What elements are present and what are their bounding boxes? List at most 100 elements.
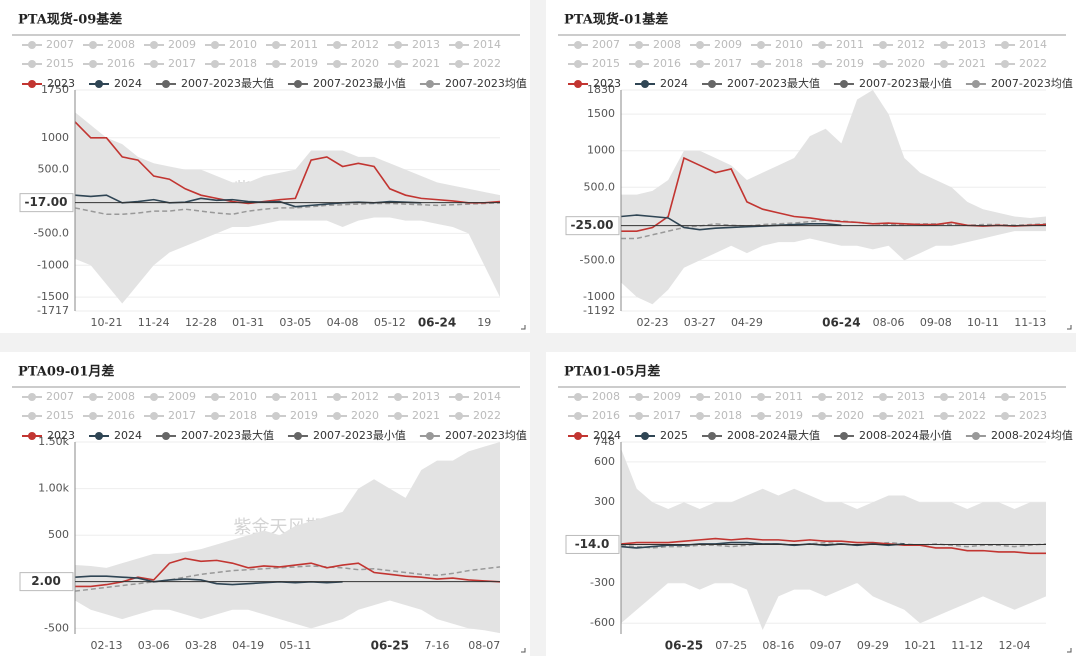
panel: PTA09-01月差 紫金天风期货 1.50k 1.00k 500 -500 2.00 02-… (0, 352, 530, 656)
y-tick-label: 1000 (41, 131, 69, 144)
legend-icon (89, 41, 97, 49)
legend-label: 2007-2023最小值 (313, 429, 406, 442)
x-pointer-label: 06-25 (665, 639, 703, 653)
mean-line (74, 565, 501, 592)
legend-label: 2023 (47, 429, 75, 442)
y-pointer-box (19, 193, 74, 213)
y-tick-label: 300 (594, 495, 615, 508)
y-tick-label: 600 (594, 455, 615, 468)
legend-label: 2011 (836, 38, 864, 51)
panel: PTA现货-09基差紫金天风期货17501000500.0-500.0-1000… (0, 0, 530, 333)
legend-icon (394, 41, 402, 49)
legend-icon (293, 432, 302, 440)
x-tick-label: 10-11 (967, 316, 999, 329)
legend-label: 2021 (958, 57, 986, 70)
y-tick-label: 1000 (587, 144, 615, 157)
legend-label: 2007-2023均值 (445, 429, 527, 442)
legend-label: 2022 (958, 409, 986, 422)
x-pointer-label: 06-25 (371, 639, 409, 653)
legend-icon (333, 41, 341, 49)
legend-label: 2024 (660, 77, 688, 90)
legend-icon (708, 80, 716, 88)
y-tick-label: -500 (44, 621, 69, 634)
legend-label: 2013 (412, 390, 440, 403)
legend-icon (708, 432, 716, 440)
legend-icon (818, 41, 826, 49)
legend-label: 2012 (351, 38, 379, 51)
legend-label: 2016 (653, 57, 681, 70)
x-pointer-label: 06-24 (418, 316, 456, 330)
legend-label: 2008 (107, 38, 135, 51)
legend-icon (150, 393, 158, 401)
legend-icon (696, 412, 704, 420)
legend-label: 2021 (897, 409, 925, 422)
legend-icon (574, 432, 582, 440)
y-tick-label: 1830 (587, 83, 615, 96)
legend-icon (971, 432, 980, 440)
legend-label: 2007-2023最大值 (181, 76, 274, 90)
x-tick-label: 03-28 (185, 639, 217, 652)
legend-label: 2021 (412, 409, 440, 422)
y-tick-label: 1500 (587, 107, 615, 120)
legend-label: 2012 (897, 38, 925, 51)
legend-icon (272, 393, 280, 401)
y-tick-label: 500.0 (584, 180, 616, 193)
legend-label: 2018 (775, 57, 803, 70)
legend-icon (425, 432, 434, 440)
x-tick-label: 12-04 (999, 639, 1031, 652)
legend-label: 2015 (592, 57, 620, 70)
range-area (621, 223, 1046, 305)
legend-label: 2019 (290, 57, 318, 70)
legend-icon (574, 41, 582, 49)
legend-label: 2009 (653, 390, 681, 403)
legend-icon (95, 80, 103, 88)
chart-title: PTA09-01月差 (18, 364, 114, 380)
x-tick-label: 08-16 (762, 639, 794, 652)
panel: PTA01-05月差紫金天风期货748600300-300-600-14.006… (546, 352, 1076, 656)
x-tick-label: 10-21 (904, 639, 936, 652)
y-pointer-label: 2.00 (31, 574, 61, 588)
legend-icon (839, 80, 848, 88)
y-tick-label: 1750 (41, 83, 69, 96)
legend-label: 2020 (351, 409, 379, 422)
legend-icon (394, 60, 402, 68)
legend-icon (28, 393, 36, 401)
x-tick-label: 09-08 (920, 316, 952, 329)
y-tick-label: 500 (48, 528, 69, 541)
legend-icon (757, 412, 765, 420)
x-tick-label: 09-29 (857, 639, 889, 652)
legend-icon (839, 432, 848, 440)
legend-icon (879, 60, 887, 68)
legend-label: 2014 (473, 38, 501, 51)
legend-label: 2010 (229, 390, 257, 403)
legend-icon (211, 41, 219, 49)
legend-label: 2012 (351, 390, 379, 403)
corner-mark (521, 648, 526, 653)
x-tick-label: 04-19 (232, 639, 264, 652)
x-tick-label: 01-31 (232, 316, 264, 329)
legend-label: 2015 (1019, 390, 1047, 403)
legend-label: 2008-2024最大值 (727, 428, 820, 442)
legend-label: 2022 (473, 409, 501, 422)
legend-icon (293, 80, 302, 88)
y-tick-label: -600 (590, 616, 615, 629)
y-pointer-box (565, 216, 620, 236)
legend-label: 2008 (592, 390, 620, 403)
legend-icon (272, 41, 280, 49)
legend-label: 2024 (114, 77, 142, 90)
legend-label: 2011 (775, 390, 803, 403)
legend-icon (394, 393, 402, 401)
x-pointer-label: 06-24 (822, 316, 860, 330)
legend-icon (1001, 412, 1009, 420)
x-tick-label: 04-08 (327, 316, 359, 329)
legend-icon (162, 80, 170, 88)
legend-icon (757, 393, 765, 401)
chart-title: PTA01-05月差 (564, 364, 660, 380)
legend-icon (333, 412, 341, 420)
legend-label: 2007-2023均值 (445, 77, 527, 90)
legend-label: 2019 (836, 57, 864, 70)
legend-icon (818, 393, 826, 401)
x-tick-label: 05-11 (279, 639, 311, 652)
legend-icon (150, 60, 158, 68)
